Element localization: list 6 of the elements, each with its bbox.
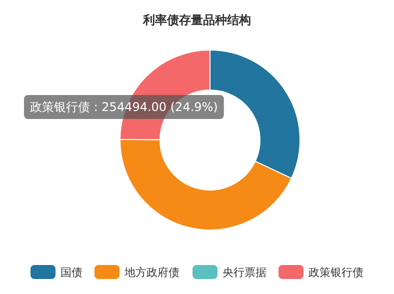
legend-label: 央行票据 <box>222 266 266 279</box>
legend-label: 政策银行债 <box>308 266 364 279</box>
legend-label: 地方政府债 <box>124 266 180 279</box>
text: 政策银行债 : 254494.00 (24.9%) <box>30 100 218 114</box>
legend-label: 国债 <box>60 266 82 279</box>
chart-title: 利率债存量品种结构 <box>142 13 251 27</box>
